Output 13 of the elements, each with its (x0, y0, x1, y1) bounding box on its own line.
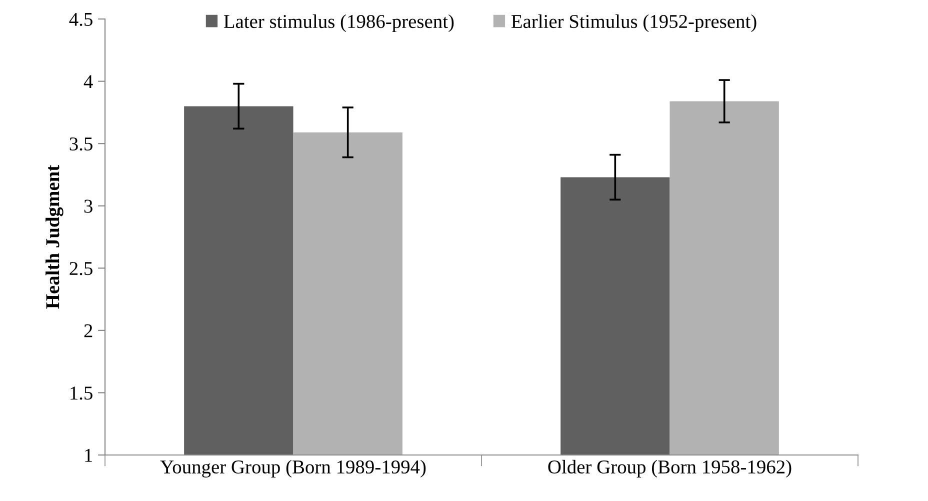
x-tick-label: Younger Group (Born 1989-1994) (160, 460, 426, 478)
y-tick-label: 2 (84, 324, 92, 338)
y-tick-label: 4 (84, 75, 93, 88)
y-tick-label: 3 (84, 200, 92, 213)
legend-label: Later stimulus (1986-present) (224, 14, 454, 32)
y-tick-label: 2.5 (70, 262, 92, 276)
y-axis-title: Health Judgment (46, 164, 64, 309)
y-tick-label: 3.5 (70, 137, 92, 151)
y-tick-label: 1 (85, 448, 92, 462)
y-tick-label: 4.5 (69, 12, 92, 26)
x-tick-label: Older Group (Born 1958-1962) (548, 460, 792, 478)
y-tick-label: 1.5 (70, 386, 92, 400)
legend-label: Earlier Stimulus (1952-present) (511, 14, 756, 32)
